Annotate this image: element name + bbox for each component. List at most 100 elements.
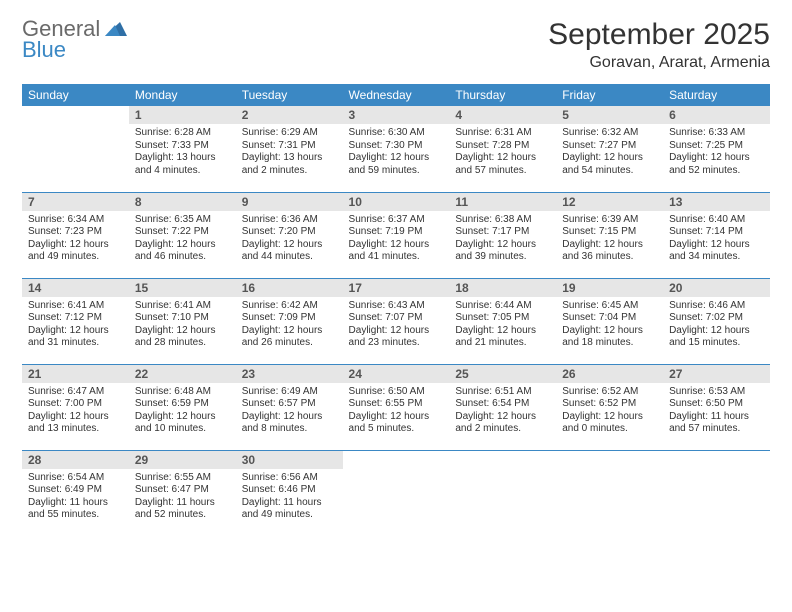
day1-text: Daylight: 11 hours: [669, 411, 764, 424]
day-number: 5: [556, 106, 663, 124]
day2-text: and 8 minutes.: [242, 423, 337, 436]
day-number: 6: [663, 106, 770, 124]
logo-triangle-icon: [105, 22, 127, 41]
sunset-text: Sunset: 6:46 PM: [242, 484, 337, 497]
sunset-text: Sunset: 7:17 PM: [455, 226, 550, 239]
day-number: 9: [236, 193, 343, 211]
sunset-text: Sunset: 6:52 PM: [562, 398, 657, 411]
sunrise-text: Sunrise: 6:32 AM: [562, 127, 657, 140]
sunrise-text: Sunrise: 6:35 AM: [135, 214, 230, 227]
sunrise-text: Sunrise: 6:42 AM: [242, 300, 337, 313]
sunset-text: Sunset: 7:09 PM: [242, 312, 337, 325]
header: General Blue September 2025 Goravan, Ara…: [22, 18, 770, 72]
calendar-cell: 1Sunrise: 6:28 AMSunset: 7:33 PMDaylight…: [129, 106, 236, 192]
sunset-text: Sunset: 7:33 PM: [135, 140, 230, 153]
day-body: Sunrise: 6:40 AMSunset: 7:14 PMDaylight:…: [663, 211, 770, 268]
day-number: 25: [449, 365, 556, 383]
calendar-cell: 28Sunrise: 6:54 AMSunset: 6:49 PMDayligh…: [22, 450, 129, 536]
day-number: 17: [343, 279, 450, 297]
sunrise-text: Sunrise: 6:55 AM: [135, 472, 230, 485]
sunset-text: Sunset: 7:04 PM: [562, 312, 657, 325]
day1-text: Daylight: 12 hours: [349, 411, 444, 424]
calendar-cell: 10Sunrise: 6:37 AMSunset: 7:19 PMDayligh…: [343, 192, 450, 278]
sunset-text: Sunset: 7:07 PM: [349, 312, 444, 325]
sunset-text: Sunset: 7:25 PM: [669, 140, 764, 153]
day1-text: Daylight: 11 hours: [242, 497, 337, 510]
sunrise-text: Sunrise: 6:38 AM: [455, 214, 550, 227]
sunset-text: Sunset: 7:14 PM: [669, 226, 764, 239]
day1-text: Daylight: 12 hours: [242, 411, 337, 424]
calendar-cell: 20Sunrise: 6:46 AMSunset: 7:02 PMDayligh…: [663, 278, 770, 364]
calendar-cell: [22, 106, 129, 192]
day-number: 8: [129, 193, 236, 211]
day1-text: Daylight: 12 hours: [28, 239, 123, 252]
day-number: 27: [663, 365, 770, 383]
day1-text: Daylight: 12 hours: [562, 325, 657, 338]
sunrise-text: Sunrise: 6:30 AM: [349, 127, 444, 140]
sunrise-text: Sunrise: 6:49 AM: [242, 386, 337, 399]
day-number: 19: [556, 279, 663, 297]
logo: General Blue: [22, 18, 127, 61]
sunset-text: Sunset: 6:59 PM: [135, 398, 230, 411]
sunset-text: Sunset: 7:23 PM: [28, 226, 123, 239]
day-body: Sunrise: 6:55 AMSunset: 6:47 PMDaylight:…: [129, 469, 236, 526]
sunset-text: Sunset: 7:00 PM: [28, 398, 123, 411]
day-body: Sunrise: 6:30 AMSunset: 7:30 PMDaylight:…: [343, 124, 450, 181]
sunset-text: Sunset: 7:20 PM: [242, 226, 337, 239]
day1-text: Daylight: 12 hours: [135, 239, 230, 252]
day1-text: Daylight: 12 hours: [455, 411, 550, 424]
day2-text: and 23 minutes.: [349, 337, 444, 350]
day1-text: Daylight: 12 hours: [669, 239, 764, 252]
sunrise-text: Sunrise: 6:36 AM: [242, 214, 337, 227]
day-number: 23: [236, 365, 343, 383]
sunrise-text: Sunrise: 6:46 AM: [669, 300, 764, 313]
weekday-header: Wednesday: [343, 84, 450, 106]
day-body: Sunrise: 6:43 AMSunset: 7:07 PMDaylight:…: [343, 297, 450, 354]
day1-text: Daylight: 11 hours: [28, 497, 123, 510]
sunrise-text: Sunrise: 6:51 AM: [455, 386, 550, 399]
calendar-cell: 13Sunrise: 6:40 AMSunset: 7:14 PMDayligh…: [663, 192, 770, 278]
day-number: 20: [663, 279, 770, 297]
day1-text: Daylight: 12 hours: [562, 411, 657, 424]
sunrise-text: Sunrise: 6:53 AM: [669, 386, 764, 399]
day1-text: Daylight: 12 hours: [28, 411, 123, 424]
calendar-cell: 12Sunrise: 6:39 AMSunset: 7:15 PMDayligh…: [556, 192, 663, 278]
sunrise-text: Sunrise: 6:56 AM: [242, 472, 337, 485]
sunset-text: Sunset: 6:49 PM: [28, 484, 123, 497]
day2-text: and 55 minutes.: [28, 509, 123, 522]
sunset-text: Sunset: 7:15 PM: [562, 226, 657, 239]
title-block: September 2025 Goravan, Ararat, Armenia: [548, 18, 770, 72]
calendar-cell: 19Sunrise: 6:45 AMSunset: 7:04 PMDayligh…: [556, 278, 663, 364]
calendar-cell: 5Sunrise: 6:32 AMSunset: 7:27 PMDaylight…: [556, 106, 663, 192]
day-body: Sunrise: 6:34 AMSunset: 7:23 PMDaylight:…: [22, 211, 129, 268]
day1-text: Daylight: 12 hours: [455, 325, 550, 338]
sunset-text: Sunset: 6:47 PM: [135, 484, 230, 497]
day-number: 2: [236, 106, 343, 124]
calendar-cell: 11Sunrise: 6:38 AMSunset: 7:17 PMDayligh…: [449, 192, 556, 278]
day2-text: and 34 minutes.: [669, 251, 764, 264]
calendar-cell: 17Sunrise: 6:43 AMSunset: 7:07 PMDayligh…: [343, 278, 450, 364]
day1-text: Daylight: 13 hours: [242, 152, 337, 165]
day-number: 3: [343, 106, 450, 124]
calendar-cell: 26Sunrise: 6:52 AMSunset: 6:52 PMDayligh…: [556, 364, 663, 450]
calendar-cell: 22Sunrise: 6:48 AMSunset: 6:59 PMDayligh…: [129, 364, 236, 450]
day-number: 4: [449, 106, 556, 124]
day1-text: Daylight: 12 hours: [669, 152, 764, 165]
sunrise-text: Sunrise: 6:41 AM: [135, 300, 230, 313]
day-number: 12: [556, 193, 663, 211]
day2-text: and 57 minutes.: [455, 165, 550, 178]
calendar-cell: [343, 450, 450, 536]
day-body: Sunrise: 6:49 AMSunset: 6:57 PMDaylight:…: [236, 383, 343, 440]
day-body: Sunrise: 6:45 AMSunset: 7:04 PMDaylight:…: [556, 297, 663, 354]
calendar-cell: [449, 450, 556, 536]
sunset-text: Sunset: 7:05 PM: [455, 312, 550, 325]
day1-text: Daylight: 12 hours: [135, 411, 230, 424]
day1-text: Daylight: 12 hours: [349, 325, 444, 338]
day-body: Sunrise: 6:41 AMSunset: 7:12 PMDaylight:…: [22, 297, 129, 354]
day2-text: and 52 minutes.: [669, 165, 764, 178]
weekday-header: Thursday: [449, 84, 556, 106]
calendar-cell: 29Sunrise: 6:55 AMSunset: 6:47 PMDayligh…: [129, 450, 236, 536]
day-number: 1: [129, 106, 236, 124]
day2-text: and 28 minutes.: [135, 337, 230, 350]
sunrise-text: Sunrise: 6:37 AM: [349, 214, 444, 227]
